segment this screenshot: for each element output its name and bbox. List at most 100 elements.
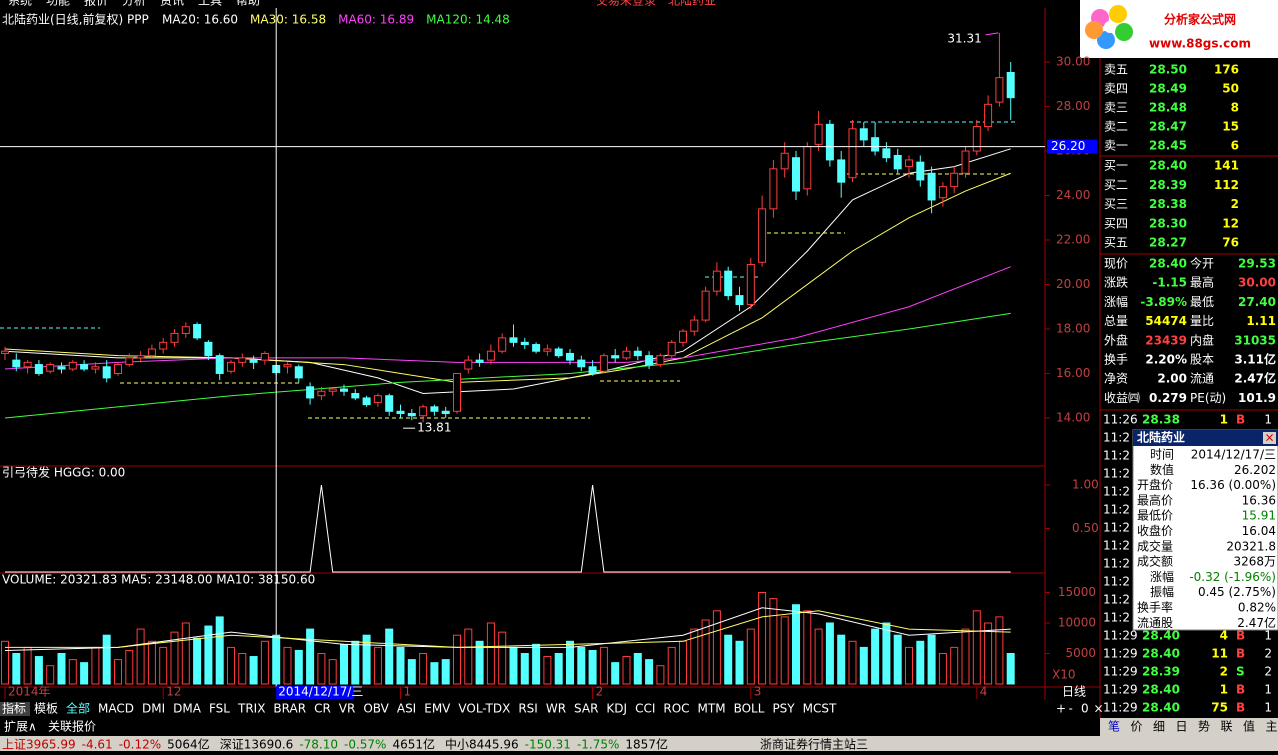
- indicator-tab[interactable]: RSI: [518, 702, 538, 716]
- candle-body: [645, 355, 654, 366]
- indicator-tab[interactable]: MCST: [803, 702, 837, 716]
- candle-body: [260, 352, 269, 361]
- menu-item[interactable]: 资讯: [160, 0, 184, 8]
- side-tab[interactable]: 联: [1221, 720, 1233, 734]
- y-tick-label: 1.00: [1072, 478, 1099, 492]
- side-tab[interactable]: 日: [1176, 720, 1188, 734]
- candle-body: [306, 386, 315, 399]
- popup-label: 数值: [1150, 462, 1174, 477]
- book-price: 28.27: [1149, 236, 1187, 250]
- volume-bar: [227, 646, 235, 685]
- indicator-tab[interactable]: FSL: [209, 702, 230, 716]
- indicator-tab[interactable]: VOL-TDX: [458, 702, 510, 716]
- stat-value: 28.40: [1149, 257, 1187, 271]
- volume-title: VOLUME: 20321.83 MA5: 23148.00 MA10: 381…: [2, 573, 315, 587]
- side-tab[interactable]: 值: [1243, 719, 1255, 734]
- volume-bar: [34, 656, 43, 685]
- indicator-tab[interactable]: TRIX: [237, 702, 265, 716]
- tick-count: 1: [1264, 701, 1272, 715]
- menu-item[interactable]: 系统: [8, 0, 32, 8]
- popup-label: 收盘价: [1137, 523, 1173, 538]
- axis-control[interactable]: 0: [1081, 702, 1089, 716]
- tick-time: 11:2: [1103, 485, 1130, 499]
- volume-bar: [905, 646, 913, 685]
- indicator-tab[interactable]: BRAR: [273, 702, 306, 716]
- indicator-tab[interactable]: DMA: [173, 702, 202, 716]
- volume-bar: [803, 610, 812, 685]
- indicator-tab[interactable]: EMV: [424, 702, 451, 716]
- popup-value: 15.91: [1242, 509, 1276, 523]
- menu-item[interactable]: 功能: [46, 0, 70, 8]
- indicator-tab[interactable]: ASI: [397, 702, 416, 716]
- book-label: 卖三: [1104, 101, 1128, 115]
- volume-bar: [984, 622, 993, 685]
- tick-time: 11:2: [1103, 521, 1130, 535]
- indicator-tab[interactable]: OBV: [363, 702, 389, 716]
- extra-tab[interactable]: 扩展∧: [4, 720, 37, 734]
- book-label: 买一: [1104, 159, 1128, 173]
- indicator-tab[interactable]: MTM: [698, 702, 726, 716]
- candle-body: [769, 168, 778, 210]
- crosshair-date: 2014/12/17/三: [278, 685, 363, 699]
- indicator-tab[interactable]: PSY: [772, 702, 795, 716]
- volume-bar: [916, 640, 925, 685]
- status-item: -0.57%: [344, 738, 386, 752]
- volume-bar: [814, 628, 823, 685]
- candle-body: [193, 324, 202, 339]
- indicator-tab[interactable]: CCI: [635, 702, 655, 716]
- volume-bar: [385, 628, 394, 685]
- axis-control[interactable]: -: [1069, 702, 1073, 716]
- axis-control[interactable]: +: [1056, 702, 1066, 716]
- indicator-tab[interactable]: SAR: [574, 702, 598, 716]
- x-tick-label: 2: [596, 685, 604, 699]
- indicator-tab[interactable]: 指标: [2, 701, 26, 716]
- book-label: 买四: [1104, 216, 1128, 230]
- ma-line: [4, 312, 1011, 419]
- side-tab[interactable]: 笔: [1108, 719, 1120, 734]
- tick-time: 11:29: [1103, 701, 1138, 715]
- indicator-tab[interactable]: KDJ: [606, 702, 627, 716]
- indicator-tab[interactable]: WR: [546, 702, 566, 716]
- indicator-tab[interactable]: MACD: [98, 702, 134, 716]
- candle-body: [690, 319, 699, 332]
- stat-label: PE(动): [1190, 391, 1226, 405]
- book-price: 28.45: [1149, 139, 1187, 153]
- extra-tab[interactable]: 关联报价: [48, 719, 96, 734]
- side-tab[interactable]: 主: [1266, 720, 1278, 734]
- indicator-tab[interactable]: VR: [339, 702, 356, 716]
- popup-value: 16.36: [1242, 493, 1276, 507]
- candle-body: [385, 395, 394, 412]
- side-tab[interactable]: 价: [1131, 720, 1143, 734]
- menu-item[interactable]: 报价: [84, 0, 108, 8]
- indicator-tab[interactable]: 模板: [34, 702, 58, 716]
- indicator-tab[interactable]: DMI: [142, 702, 165, 716]
- side-tab[interactable]: 细: [1153, 720, 1165, 734]
- menu-item[interactable]: 工具: [198, 0, 222, 8]
- tick-time: 11:2: [1103, 467, 1130, 481]
- indicator-tab[interactable]: ROC: [663, 702, 689, 716]
- volume-bar: [215, 616, 224, 685]
- candle-body: [950, 172, 959, 188]
- volume-bar: [769, 598, 778, 685]
- volume-bar: [283, 646, 292, 685]
- indicator-tab[interactable]: 全部: [66, 701, 90, 716]
- tick-time: 11:2: [1103, 593, 1130, 607]
- side-tab[interactable]: 势: [1198, 720, 1210, 734]
- popup-value: 3268万: [1233, 555, 1276, 569]
- book-volume: 76: [1222, 236, 1239, 250]
- volume-bar: [927, 634, 936, 685]
- candle-body: [407, 413, 416, 417]
- menu-item[interactable]: 帮助: [236, 0, 260, 8]
- menu-item[interactable]: 分析: [122, 0, 146, 8]
- axis-control[interactable]: ×: [1094, 702, 1104, 716]
- stat-label: 股本: [1190, 353, 1214, 367]
- indicator-tab[interactable]: BOLL: [734, 702, 765, 716]
- popup-close[interactable]: ×: [1264, 431, 1274, 445]
- indicator-tab[interactable]: CR: [314, 702, 331, 716]
- tick-count: 1: [1264, 413, 1272, 427]
- legend-entry: MA120: 14.48: [426, 13, 510, 27]
- stat-value: 3.11亿: [1234, 352, 1276, 367]
- volume-bar: [520, 653, 529, 685]
- book-label: 买二: [1104, 178, 1128, 192]
- popup-value: -0.32 (-1.96%): [1189, 570, 1276, 584]
